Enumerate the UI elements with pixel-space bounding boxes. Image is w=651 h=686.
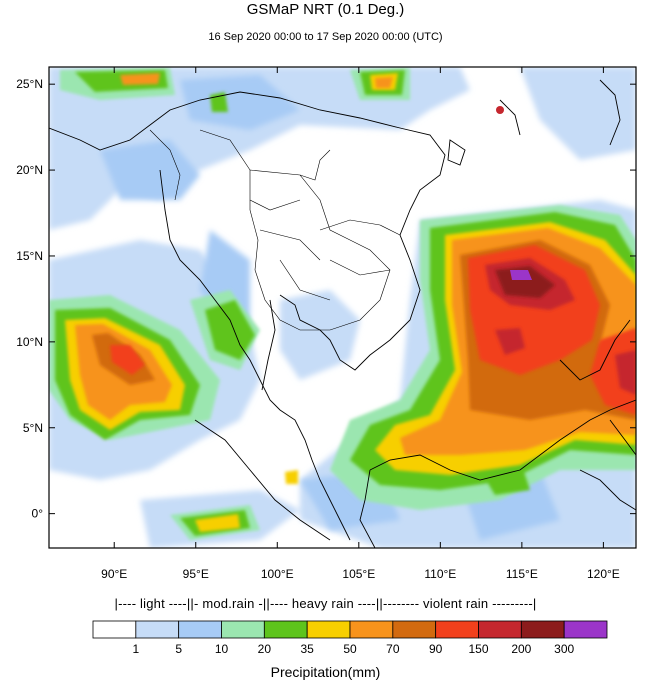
legend-label: 20	[258, 642, 272, 656]
rain-field	[49, 67, 636, 548]
coastlines	[49, 79, 636, 548]
legend-swatch	[435, 620, 479, 639]
legend-label: 50	[343, 642, 357, 656]
legend-colorbar: 1 5 10 20 35 50 70 90 150 200 300	[92, 620, 608, 656]
lat-tick-label: 0°	[32, 507, 44, 521]
legend-swatch	[92, 620, 137, 639]
lon-tick-label: 115°E	[506, 567, 538, 581]
map-subtitle: 16 Sep 2020 00:00 to 17 Sep 2020 00:00 (…	[208, 31, 443, 43]
lat-tick-label: 15°N	[16, 249, 43, 263]
legend-swatch	[563, 620, 608, 639]
legend-swatch	[478, 620, 522, 639]
map-frame	[48, 66, 637, 549]
lat-tick-label: 5°N	[23, 421, 43, 435]
legend-label: 200	[511, 642, 531, 656]
lon-tick-label: 90°E	[101, 567, 127, 581]
map-title: GSMaP NRT (0.1 Deg.)	[246, 1, 405, 18]
legend-swatch	[306, 620, 351, 639]
legend-label: 1	[132, 642, 139, 656]
legend-xlabel: Precipitation(mm)	[270, 664, 381, 680]
legend-label: 35	[300, 642, 314, 656]
lon-tick-label: 120°E	[587, 567, 620, 581]
map-axes: 90°E 95°E 100°E 105°E 110°E 115°E 120°E 0° 5°N 10…	[16, 67, 636, 581]
legend-label: 5	[175, 642, 182, 656]
lon-tick-label: 110°E	[424, 567, 456, 581]
lat-tick-label: 20°N	[16, 163, 43, 177]
legend-category-line: |---- light ----||- mod.rain -||---- hea…	[114, 596, 537, 611]
lon-tick-label: 105°E	[342, 567, 375, 581]
lat-tick-label: 10°N	[16, 335, 43, 349]
legend-swatch	[349, 620, 394, 639]
legend-label: 70	[386, 642, 400, 656]
legend-swatch	[392, 620, 437, 639]
legend-swatch	[263, 620, 308, 639]
admin-borders	[149, 129, 401, 331]
lat-tick-label: 25°N	[16, 77, 43, 91]
legend-swatch	[221, 620, 265, 639]
legend-swatch	[520, 620, 565, 639]
legend-label: 90	[429, 642, 443, 656]
legend-label: 150	[468, 642, 488, 656]
legend-swatch	[178, 620, 222, 639]
legend-label: 300	[554, 642, 574, 656]
lon-tick-label: 95°E	[183, 567, 209, 581]
lon-tick-label: 100°E	[261, 567, 294, 581]
legend-swatch	[135, 620, 180, 639]
legend-label: 10	[215, 642, 229, 656]
